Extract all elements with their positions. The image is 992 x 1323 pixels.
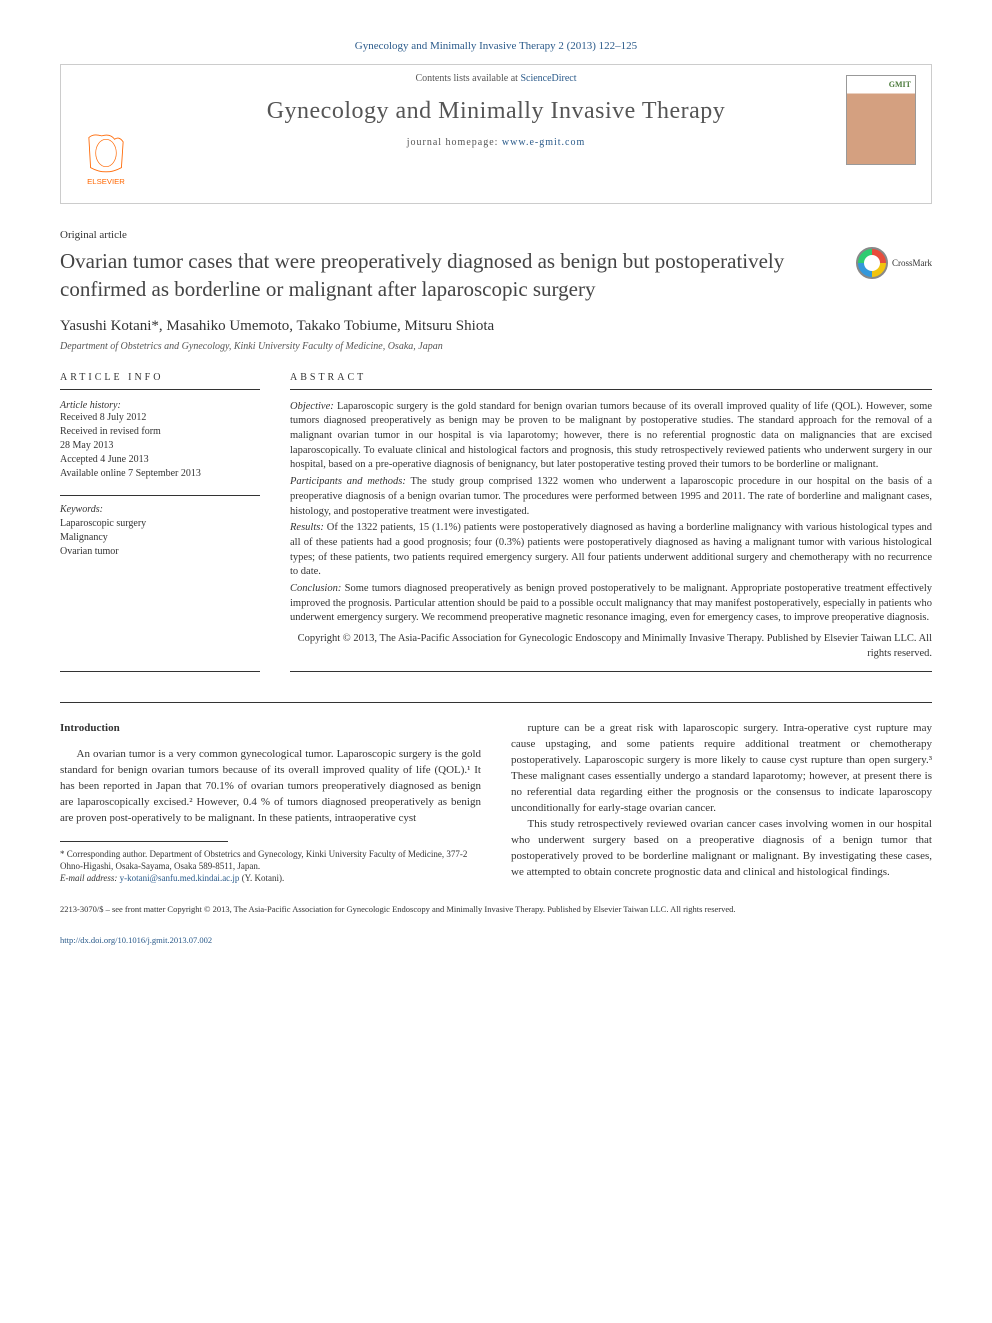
footnote-separator — [60, 841, 228, 842]
keywords-label: Keywords: — [60, 504, 260, 515]
citation-line: Gynecology and Minimally Invasive Therap… — [60, 40, 932, 52]
conclusion-label: Conclusion: — [290, 583, 341, 594]
journal-name: Gynecology and Minimally Invasive Therap… — [61, 98, 931, 125]
introduction-heading: Introduction — [60, 721, 481, 737]
crossmark-widget[interactable]: CrossMark — [856, 247, 932, 279]
history-item: Received in revised form — [60, 425, 260, 439]
author-email-link[interactable]: y-kotani@sanfu.med.kindai.ac.jp — [120, 873, 240, 883]
history-item: 28 May 2013 — [60, 439, 260, 453]
keyword-item: Ovarian tumor — [60, 545, 260, 559]
gmit-cover-thumbnail: GMIT — [846, 75, 916, 165]
article-title: Ovarian tumor cases that were preoperati… — [60, 247, 836, 304]
email-suffix: (Y. Kotani). — [239, 873, 284, 883]
gmit-label: GMIT — [889, 80, 911, 89]
conclusion-text: Some tumors diagnosed preoperatively as … — [290, 583, 932, 623]
methods-label: Participants and methods: — [290, 476, 406, 487]
crossmark-icon — [856, 247, 888, 279]
body-paragraph: rupture can be a great risk with laparos… — [511, 721, 932, 817]
keyword-item: Laparoscopic surgery — [60, 517, 260, 531]
body-paragraph: An ovarian tumor is a very common gyneco… — [60, 747, 481, 827]
contents-prefix: Contents lists available at — [415, 73, 520, 84]
journal-homepage-line: journal homepage: www.e-gmit.com — [61, 137, 931, 160]
corresponding-author-footnote: * Corresponding author. Department of Ob… — [60, 848, 481, 872]
email-label: E-mail address: — [60, 873, 120, 883]
body-text-columns: Introduction An ovarian tumor is a very … — [60, 721, 932, 884]
results-label: Results: — [290, 522, 324, 533]
affiliation: Department of Obstetrics and Gynecology,… — [60, 341, 932, 352]
journal-homepage-link[interactable]: www.e-gmit.com — [502, 137, 585, 148]
article-type: Original article — [60, 229, 932, 241]
doi-link[interactable]: http://dx.doi.org/10.1016/j.gmit.2013.07… — [60, 935, 212, 945]
footer-issn-line: 2213-3070/$ – see front matter Copyright… — [60, 904, 932, 915]
abstract-heading: ABSTRACT — [290, 372, 932, 390]
sciencedirect-link[interactable]: ScienceDirect — [520, 73, 576, 84]
article-info-column: ARTICLE INFO Article history: Received 8… — [60, 372, 260, 673]
email-footnote: E-mail address: y-kotani@sanfu.med.kinda… — [60, 872, 481, 884]
objective-label: Objective: — [290, 401, 334, 412]
abstract-copyright: Copyright © 2013, The Asia-Pacific Assoc… — [290, 632, 932, 661]
history-item: Available online 7 September 2013 — [60, 467, 260, 481]
history-label: Article history: — [60, 400, 260, 411]
results-text: Of the 1322 patients, 15 (1.1%) patients… — [290, 522, 932, 577]
keyword-item: Malignancy — [60, 531, 260, 545]
objective-text: Laparoscopic surgery is the gold standar… — [290, 401, 932, 471]
elsevier-logo: ELSEVIER — [76, 129, 136, 193]
history-item: Accepted 4 June 2013 — [60, 453, 260, 467]
section-divider — [60, 702, 932, 703]
contents-available-line: Contents lists available at ScienceDirec… — [61, 65, 931, 88]
history-item: Received 8 July 2012 — [60, 411, 260, 425]
elsevier-text: ELSEVIER — [87, 177, 125, 186]
crossmark-label: CrossMark — [892, 258, 932, 268]
homepage-prefix: journal homepage: — [407, 137, 502, 148]
journal-header: ELSEVIER GMIT Contents lists available a… — [60, 64, 932, 204]
authors-list: Yasushi Kotani*, Masahiko Umemoto, Takak… — [60, 318, 932, 335]
body-paragraph: This study retrospectively reviewed ovar… — [511, 817, 932, 881]
abstract-column: ABSTRACT Objective: Laparoscopic surgery… — [290, 372, 932, 673]
article-info-heading: ARTICLE INFO — [60, 372, 260, 390]
